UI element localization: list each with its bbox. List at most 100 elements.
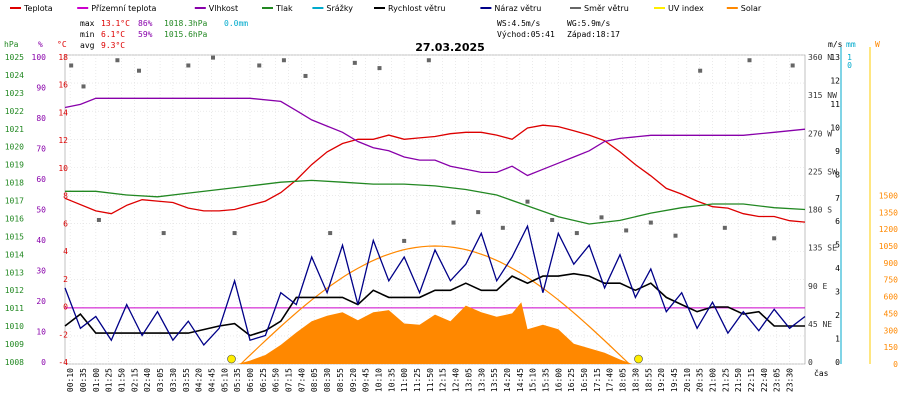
legend-label-6: Náraz větru — [494, 4, 541, 13]
stat-max-rain: 0.0mm — [224, 19, 248, 28]
wind-direction-tick: 180 S — [808, 206, 832, 215]
wind-direction-point — [402, 238, 407, 243]
uv-marker — [634, 354, 643, 364]
time-tick: 20:35 — [696, 368, 705, 392]
wind-speed-tick: 7 — [835, 194, 840, 203]
axes-layer: 1025102410231022102110201019101810171016… — [5, 47, 898, 392]
time-tick: 02:40 — [143, 368, 152, 392]
temperature-tick: 16 — [58, 81, 68, 90]
pressure-tick: 1011 — [5, 304, 24, 313]
time-tick: 14:45 — [516, 368, 525, 392]
time-tick: 12:15 — [439, 368, 448, 392]
unit-mm: mm — [846, 40, 856, 49]
time-tick: 00:35 — [79, 368, 88, 392]
wind-direction-tick: 225 SW — [808, 167, 837, 176]
wind-direction-tick: 360 N — [808, 53, 832, 62]
time-tick: 19:20 — [657, 368, 666, 392]
wind-direction-point — [115, 58, 120, 63]
wind-direction-point — [257, 63, 262, 68]
series-layer — [64, 97, 806, 347]
time-tick: 08:30 — [323, 368, 332, 392]
time-tick: 04:45 — [208, 368, 217, 392]
wind-speed-tick: 9 — [835, 147, 840, 156]
wind-direction-point — [698, 68, 703, 73]
wind-direction-point — [69, 63, 74, 68]
time-tick: 03:55 — [182, 368, 191, 392]
time-tick: 15:10 — [529, 368, 538, 392]
pressure-tick: 1014 — [5, 250, 24, 259]
solar-tick: 300 — [884, 326, 899, 335]
wind-direction-point — [648, 220, 653, 225]
wind-speed-tick: 13 — [830, 53, 840, 62]
time-tick: 17:40 — [606, 368, 615, 392]
wind-direction-tick: 0 — [808, 358, 813, 367]
uv-marker — [227, 354, 236, 364]
wind-direction-tick: 90 E — [808, 282, 827, 291]
stat-max-label: max — [80, 19, 95, 28]
time-tick: 23:05 — [773, 368, 782, 392]
time-tick: 06:00 — [246, 368, 255, 392]
unit-celsius: °C — [57, 40, 67, 49]
pressure-tick: 1009 — [5, 340, 24, 349]
legend-label-7: Směr větru — [584, 4, 629, 13]
time-tick: 18:55 — [644, 368, 653, 392]
wind-direction-point — [747, 58, 752, 63]
stat-min-label: min — [80, 30, 95, 39]
stat-min-press: 1015.6hPa — [164, 30, 208, 39]
humidity-tick: 70 — [36, 145, 46, 154]
pressure-tick: 1013 — [5, 268, 24, 277]
wind-direction-point — [772, 236, 777, 241]
time-tick: 11:25 — [413, 368, 422, 392]
time-tick: 13:30 — [477, 368, 486, 392]
wind-direction-point — [790, 63, 795, 68]
wind-direction-point — [328, 231, 333, 236]
wind-speed-tick: 4 — [835, 264, 840, 273]
wind-direction-point — [525, 199, 530, 204]
time-tick: 11:50 — [426, 368, 435, 392]
pressure-tick: 1008 — [5, 358, 24, 367]
time-tick: 04:20 — [195, 368, 204, 392]
time-tick: 18:30 — [631, 368, 640, 392]
humidity-tick: 40 — [36, 236, 46, 245]
solar-tick: 150 — [884, 343, 899, 352]
wind-direction-point — [232, 231, 237, 236]
legend-label-3: Tlak — [275, 4, 293, 13]
wind-direction-point — [451, 220, 456, 225]
wind-direction-point — [426, 58, 431, 63]
time-tick: 08:55 — [336, 368, 345, 392]
time-tick: 08:05 — [310, 368, 319, 392]
wind-direction-point — [161, 231, 166, 236]
wind-direction-point — [476, 210, 481, 215]
time-tick: 00:10 — [66, 368, 75, 392]
time-tick: 16:00 — [554, 368, 563, 392]
time-tick: 07:40 — [297, 368, 306, 392]
time-tick: 07:15 — [285, 368, 294, 392]
legend-label-9: Solar — [741, 4, 762, 13]
temperature-tick: 4 — [63, 247, 68, 256]
time-tick: 02:15 — [130, 368, 139, 392]
humidity-tick: 60 — [36, 175, 46, 184]
time-tick: 18:05 — [619, 368, 628, 392]
wind-direction-point — [281, 58, 286, 63]
pressure-tick: 1012 — [5, 286, 24, 295]
wind-direction-point — [96, 217, 101, 222]
time-tick: 21:50 — [734, 368, 743, 392]
stat-avg-temp: 9.3°C — [101, 41, 125, 50]
temperature-tick: 14 — [58, 108, 68, 117]
pressure-tick: 1015 — [5, 232, 24, 241]
time-tick: 16:25 — [567, 368, 576, 392]
wind-direction-point — [211, 55, 215, 60]
humidity-tick: 50 — [36, 206, 46, 215]
time-tick: 11:00 — [400, 368, 409, 392]
solar-layer — [237, 245, 633, 365]
time-tick: 12:40 — [452, 368, 461, 392]
legend-label-8: UV index — [668, 4, 704, 13]
time-tick: 22:40 — [760, 368, 769, 392]
stat-max-hum: 86% — [138, 19, 153, 28]
time-tick: 06:50 — [272, 368, 281, 392]
time-tick: 21:00 — [709, 368, 718, 392]
pressure-tick: 1010 — [5, 322, 24, 331]
wind-direction-point — [599, 215, 604, 220]
time-tick: 21:25 — [721, 368, 730, 392]
